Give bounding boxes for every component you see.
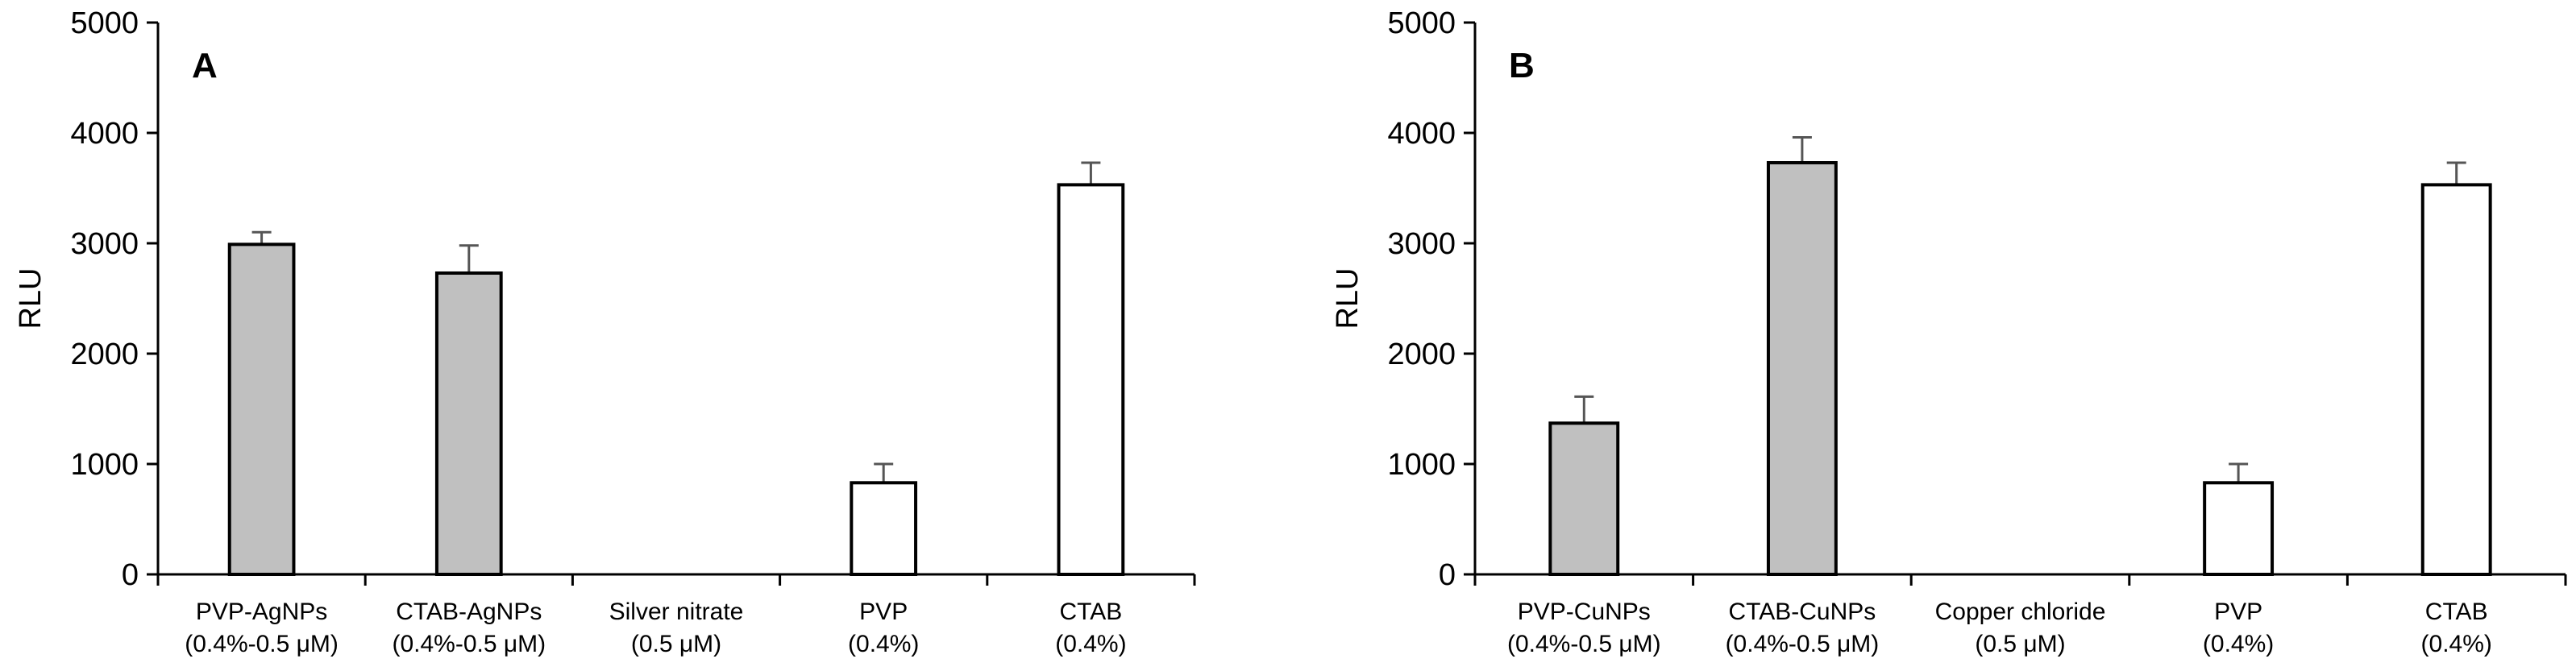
x-category-label: CTAB-CuNPs	[1728, 599, 1876, 625]
x-category-sublabel: (0.4%-0.5 μM)	[1726, 631, 1880, 657]
x-category-label: Silver nitrate	[609, 599, 744, 625]
y-tick-label: 5000	[1387, 6, 1456, 40]
y-tick-label: 4000	[1387, 117, 1456, 151]
y-tick-label: 5000	[70, 6, 139, 40]
panel-label: B	[1509, 46, 1535, 85]
x-category-sublabel: (0.5 μM)	[1975, 631, 2065, 657]
y-tick-label: 3000	[1387, 227, 1456, 261]
x-category-sublabel: (0.4%)	[2203, 631, 2274, 657]
x-category-sublabel: (0.5 μM)	[631, 631, 721, 657]
chart-panel-a: 0 1000 2000 3000 4000 5000 RLU A PVP-AgNPs (0.4%-…	[14, 6, 1196, 657]
y-axis-title: RLU	[14, 267, 48, 329]
x-category-sublabel: (0.4%)	[848, 631, 919, 657]
y-tick-label: 1000	[70, 448, 139, 482]
chart-panel-b: 0 1000 2000 3000 4000 5000 RLU B PVP-CuNPs (0.4%-…	[1331, 6, 2567, 657]
bar	[1548, 421, 1620, 576]
y-tick-label: 2000	[70, 338, 139, 371]
y-tick-label: 2000	[1387, 338, 1456, 371]
x-category-sublabel: (0.4%)	[1055, 631, 1126, 657]
y-tick-label: 1000	[1387, 448, 1456, 482]
y-tick-label: 0	[1439, 558, 1456, 592]
x-category-sublabel: (0.4%-0.5 μM)	[185, 631, 339, 657]
bar	[2420, 183, 2492, 576]
x-category-label: PVP-AgNPs	[196, 599, 327, 625]
x-category-label: PVP	[2214, 599, 2262, 625]
y-tick-label: 4000	[70, 117, 139, 151]
y-axis-title: RLU	[1331, 267, 1365, 329]
x-category-label: CTAB	[1060, 599, 1123, 625]
y-tick-label: 3000	[70, 227, 139, 261]
x-category-label: CTAB	[2425, 599, 2488, 625]
bar	[2203, 481, 2275, 576]
panel-label: A	[192, 46, 218, 85]
x-category-label: PVP-CuNPs	[1518, 599, 1651, 625]
x-category-sublabel: (0.4%)	[2421, 631, 2492, 657]
x-category-sublabel: (0.4%-0.5 μM)	[392, 631, 546, 657]
bar	[850, 481, 918, 576]
bar	[1057, 183, 1125, 576]
bar	[434, 271, 503, 576]
x-category-sublabel: (0.4%-0.5 μM)	[1507, 631, 1661, 657]
bar	[1766, 160, 1838, 577]
bar	[227, 242, 296, 576]
x-category-label: CTAB-AgNPs	[396, 599, 542, 625]
y-tick-label: 0	[122, 558, 139, 592]
x-category-label: Copper chloride	[1935, 599, 2106, 625]
x-category-label: PVP	[859, 599, 908, 625]
